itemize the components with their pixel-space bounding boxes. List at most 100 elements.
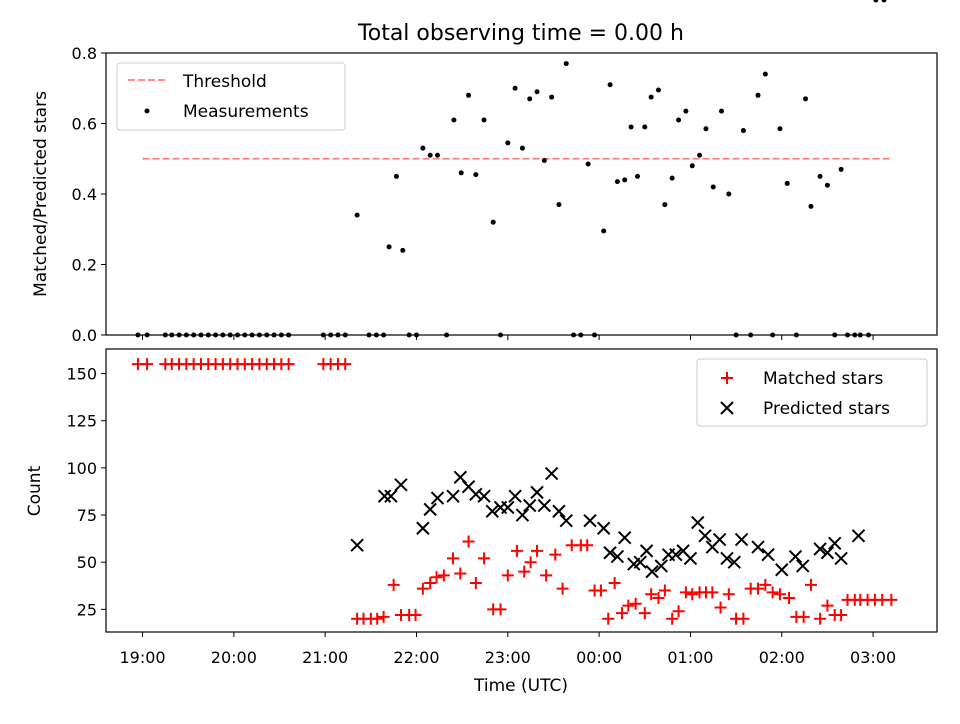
bottom-y-tick-label: 125: [66, 412, 97, 431]
matched-star-point: [430, 571, 443, 584]
measurement-point: [490, 219, 496, 225]
matched-star-point: [371, 612, 384, 625]
measurement-point: [505, 140, 511, 146]
x-axis-label: Time (UTC): [473, 676, 568, 696]
top-y-tick-label: 0.6: [72, 115, 97, 134]
measurement-point: [622, 177, 628, 183]
legend-threshold-label: Threshold: [182, 72, 267, 92]
predicted-star-point: [583, 513, 597, 528]
matched-star-point: [629, 597, 642, 610]
measurement-point: [541, 158, 547, 164]
predicted-star-point: [669, 547, 683, 562]
matched-star-point: [686, 588, 699, 601]
predicted-star-point: [633, 555, 647, 569]
matched-star-point: [752, 582, 765, 595]
matched-star-point: [608, 576, 621, 589]
measurement-point: [642, 124, 648, 130]
matched-star-point: [556, 582, 569, 595]
predicted-star-point: [734, 532, 749, 547]
measurement-point: [718, 108, 724, 114]
bottom-y-axis-label: Count: [25, 465, 45, 516]
measurement-point: [762, 71, 768, 77]
measurement-point: [662, 202, 668, 208]
measurement-point: [607, 82, 613, 88]
x-tick-label: 22:00: [393, 648, 439, 667]
measurement-point: [400, 247, 406, 253]
predicted-star-point: [796, 559, 810, 573]
matched-star-point: [518, 565, 531, 578]
measurement-point: [386, 244, 392, 250]
matched-star-point: [638, 607, 651, 620]
matched-star-point: [282, 358, 295, 371]
measurement-point: [648, 94, 654, 100]
bottom-y-axis: 25 50 75 100 125 150: [66, 365, 106, 619]
measurement-point: [697, 152, 703, 158]
legend-measurements-swatch: [144, 108, 150, 114]
matched-star-point: [454, 567, 467, 580]
top-y-axis: 0.0 0.2 0.4 0.6 0.8: [72, 44, 106, 345]
matched-star-point: [501, 569, 514, 582]
measurement-point: [563, 61, 569, 67]
x-tick-label: 01:00: [667, 648, 713, 667]
matched-star-point: [804, 578, 817, 591]
legend-matched-swatch: [721, 372, 733, 384]
predicted-star-point: [501, 500, 515, 515]
top-x-ticks: [142, 335, 874, 340]
predicted-star-point: [394, 478, 408, 492]
measurement-point: [655, 87, 661, 93]
measurement-point: [614, 179, 620, 185]
bottom-x-axis: 19:00 20:00 21:00 22:00 23:00 00:00 01:00 02:00…: [119, 632, 896, 667]
measurement-point: [466, 92, 472, 98]
predicted-star-point: [788, 549, 803, 564]
matched-star-point: [531, 544, 544, 557]
x-tick-label: 03:00: [850, 648, 896, 667]
predicted-star-point: [596, 521, 611, 535]
measurement-point: [755, 92, 761, 98]
measurement-point: [683, 108, 689, 114]
chart-title: Total observing time = 0.00 h: [357, 21, 684, 46]
predicted-star-point: [523, 498, 537, 513]
predicted-star-point: [727, 555, 741, 569]
measurement-point: [481, 117, 487, 123]
predicted-star-point: [515, 508, 530, 522]
x-tick-label: 00:00: [576, 648, 622, 667]
predicted-star-point: [477, 489, 491, 503]
matched-star-point: [447, 552, 460, 565]
legend-predicted-label: Predicted stars: [763, 399, 890, 419]
matched-star-point: [141, 358, 154, 371]
matched-star-point: [494, 603, 507, 616]
bottom-y-tick-label: 25: [77, 600, 97, 619]
bottom-y-tick-label: 75: [77, 506, 97, 525]
matched-star-point: [821, 599, 834, 612]
legend-predicted-swatch: [720, 401, 734, 415]
matched-star-point: [773, 588, 786, 601]
x-tick-label: 02:00: [759, 648, 805, 667]
predicted-star-point: [834, 551, 848, 566]
predicted-star-point: [851, 529, 866, 543]
matched-star-point: [524, 556, 537, 569]
measurement-point: [534, 89, 540, 95]
predicted-star-point: [828, 536, 842, 551]
predicted-star-point: [691, 515, 705, 530]
x-tick-label: 19:00: [119, 648, 165, 667]
predicted-star-point: [603, 546, 617, 560]
top-y-axis-label: Matched/Predicted stars: [31, 91, 51, 297]
measurement-point: [519, 145, 525, 151]
measurement-point: [703, 126, 709, 132]
predicted-star-point: [820, 546, 835, 560]
matched-star-point: [387, 578, 400, 591]
matched-star-point: [783, 592, 796, 605]
bottom-y-tick-label: 150: [66, 365, 97, 384]
measurement-point: [808, 203, 814, 209]
measurement-point: [824, 182, 830, 188]
measurement-point: [689, 163, 695, 169]
matched-star-point: [737, 612, 750, 625]
matched-star-point: [645, 588, 658, 601]
predicted-star-point: [469, 487, 483, 501]
predicted-star-point: [530, 485, 544, 500]
legend-matched-label: Matched stars: [763, 369, 883, 389]
measurement-point: [881, 0, 887, 3]
predicted-star-point: [751, 540, 765, 554]
predicted-star-point: [537, 498, 552, 513]
